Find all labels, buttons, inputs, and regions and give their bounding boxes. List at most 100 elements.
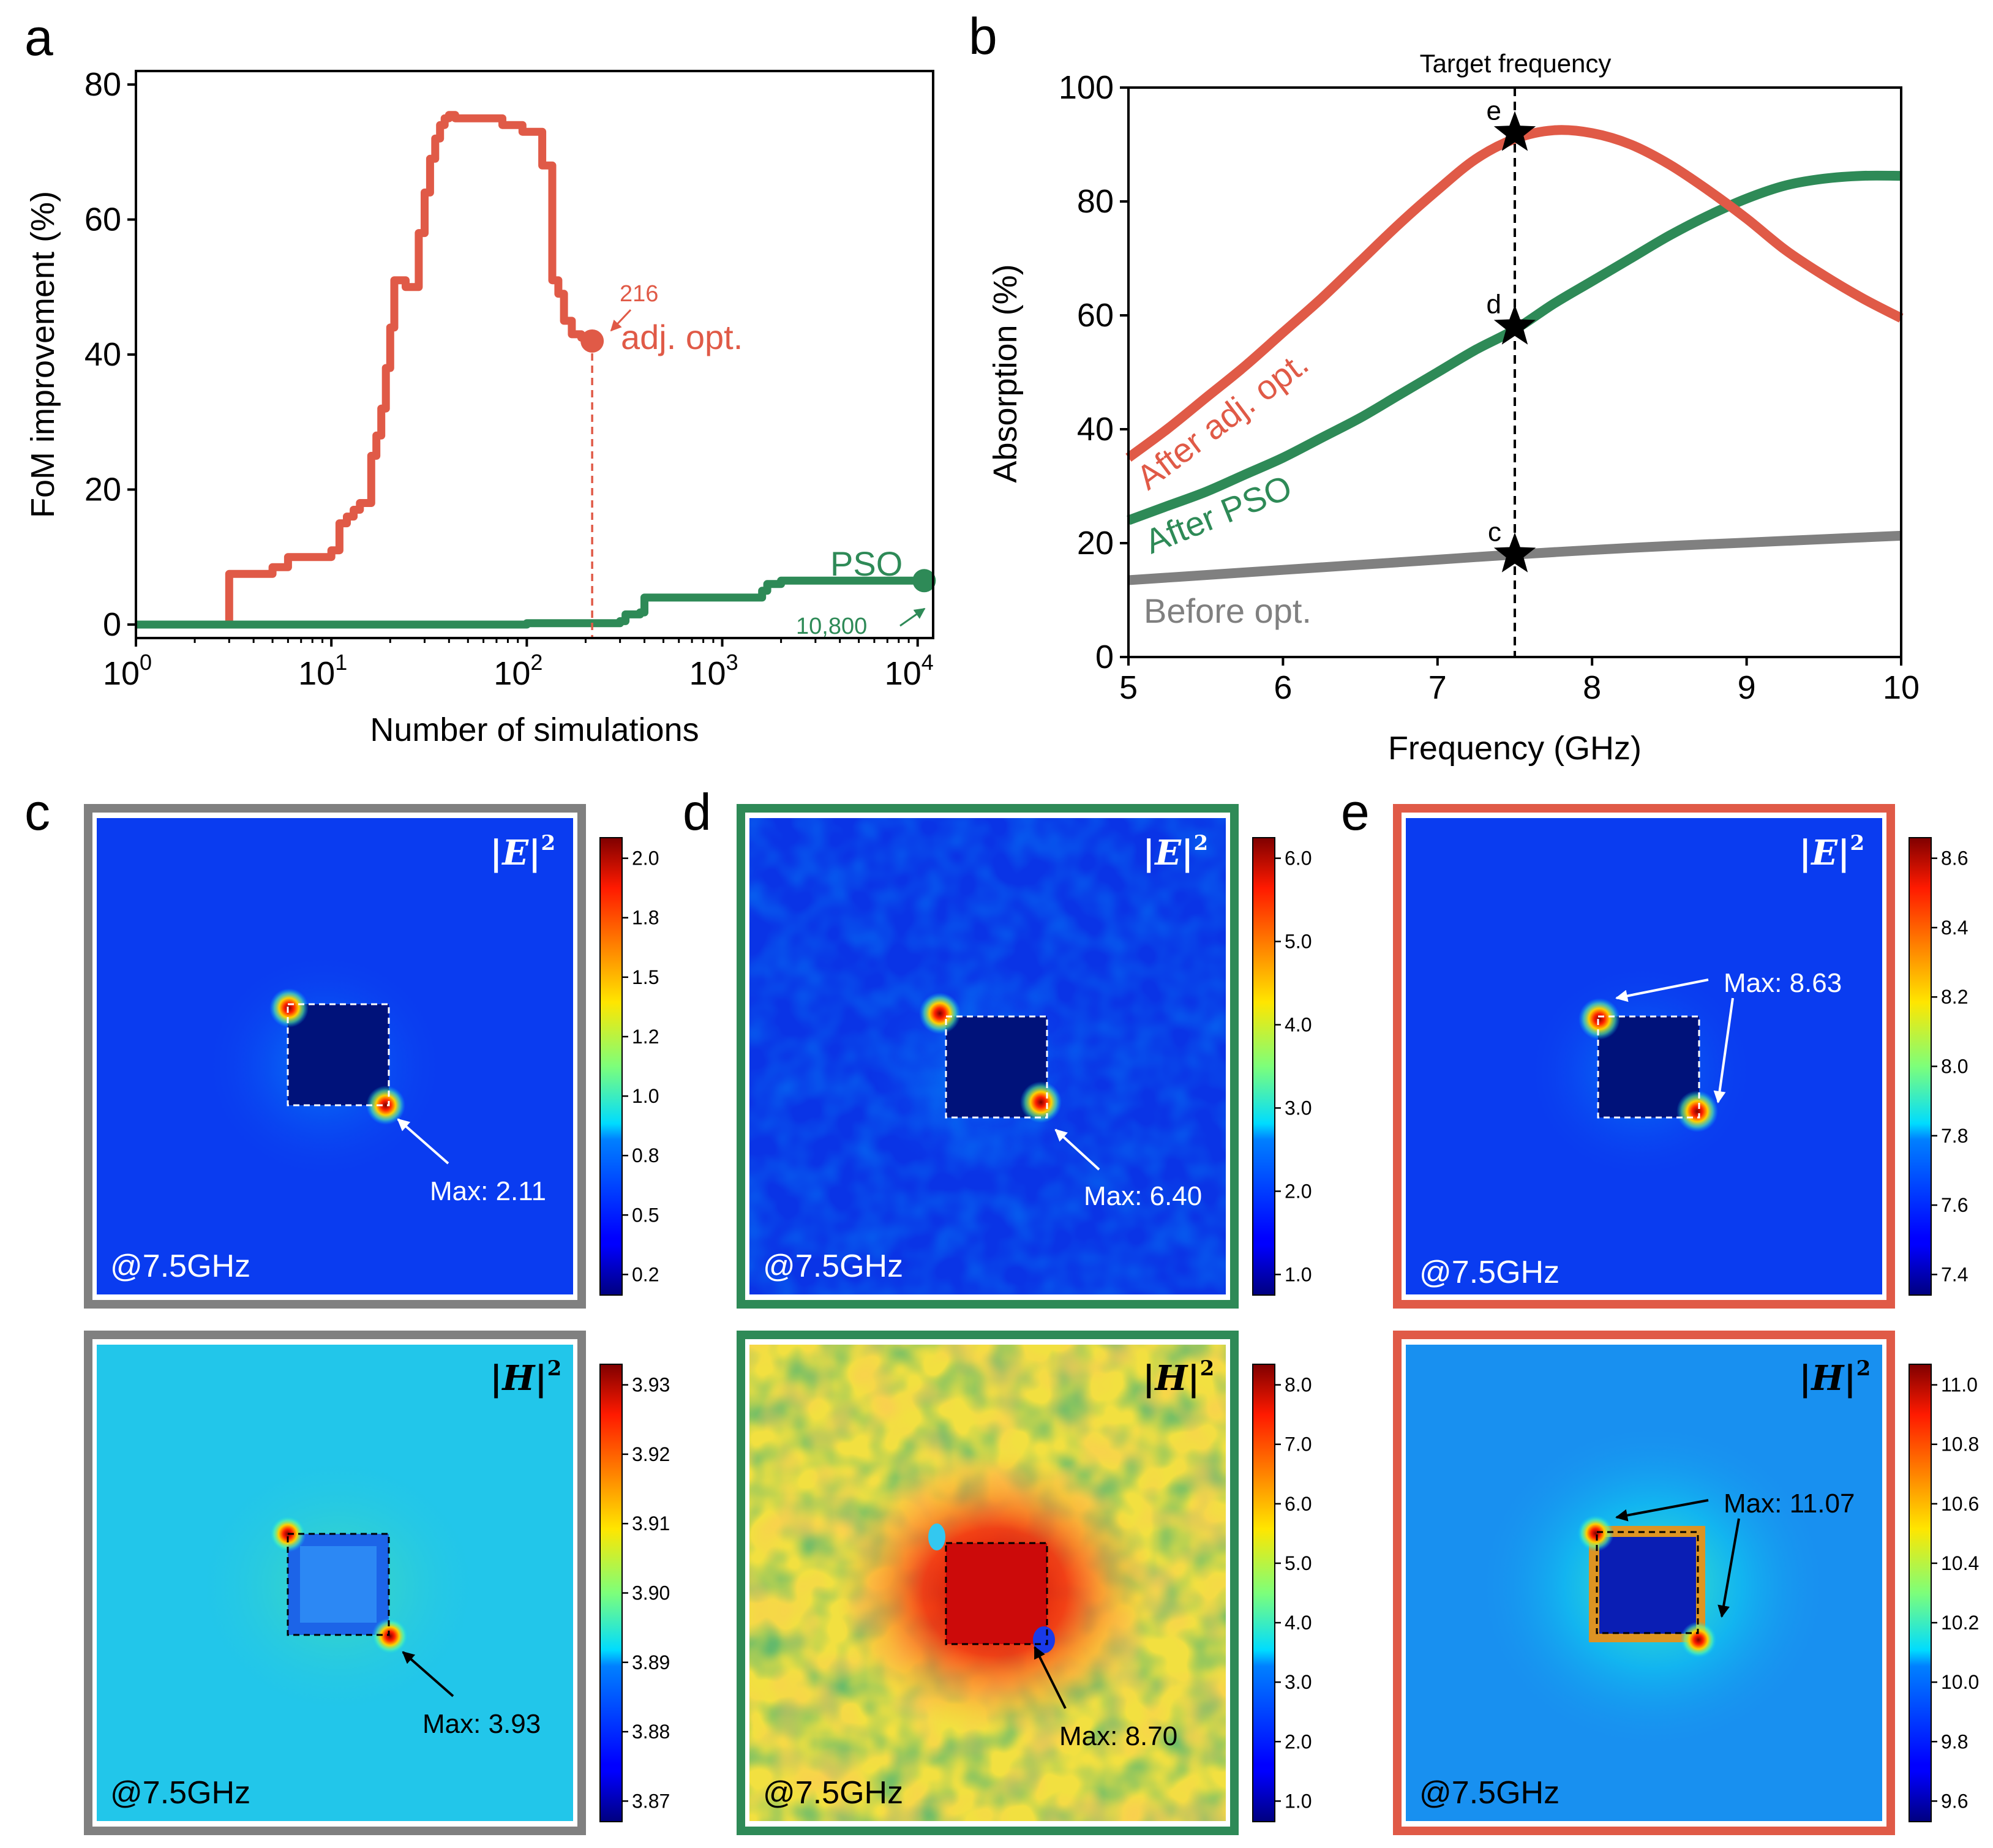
panel-label-b: b [969,7,997,65]
colorbar-d-e-label: 3.0 [1285,1097,1312,1119]
map-c-e-symbol: |E|2 [490,831,555,873]
panel-label-c: c [24,783,50,841]
map-d-e: Max: 6.40 @7.5GHz |E|2 [737,804,1239,1309]
colorbar-d-h-label: 6.0 [1285,1493,1312,1515]
star-label-d: d [1487,290,1501,320]
map-c-e-outline [287,1003,390,1106]
pso-series-label: PSO [830,544,903,583]
colorbar-c-h-label: 3.91 [632,1512,670,1534]
chart-a-plot [136,111,936,638]
map-e-h-resonator [1599,1537,1696,1634]
colorbar-e-e-label: 8.0 [1941,1056,1968,1078]
map-d-e-hotspot [1020,1081,1062,1123]
map-d-e-symbol: |E|2 [1143,831,1208,873]
map-c-h: Max: 3.93 @7.5GHz |H|2 [84,1331,586,1835]
x-tick-label: 6 [1274,669,1292,706]
colorbar-e-h-label: 11.0 [1941,1374,1978,1396]
map-e-h-hotspot [1680,1621,1717,1658]
map-c-e-hotspot [269,988,309,1027]
chart-b-ylabel: Absorption (%) [987,264,1024,483]
map-c-h-arrow [402,1651,454,1697]
colorbar-d-e-label: 4.0 [1285,1014,1312,1036]
x-tick-label: 7 [1428,669,1447,706]
map-d-h-resonator [946,1543,1047,1644]
colorbar-c-e-label: 1.5 [632,966,659,988]
colorbar-c-h [599,1364,623,1822]
colorbar-c-e-label: 2.0 [632,847,659,870]
star-marker-d [1493,304,1536,345]
colorbar-e-e-label: 7.8 [1941,1125,1968,1147]
star-marker-c [1493,532,1536,573]
colorbar-e-e-label: 8.4 [1941,917,1968,939]
x-tick-label: 101 [298,650,347,692]
map-e-h-max: Max: 11.07 [1724,1489,1855,1519]
colorbar-d-h-label: 8.0 [1285,1374,1312,1396]
colorbar-e-e-label: 8.2 [1941,986,1968,1008]
y-tick-label: 80 [84,66,121,103]
map-e-e-frame [1393,804,1895,1309]
colorbar-c-e-label: 1.2 [632,1026,659,1048]
x-tick-label: 8 [1583,669,1601,706]
y-tick-label: 60 [1077,297,1114,334]
y-tick-label: 60 [84,201,121,238]
colorbar-c-h-label: 3.92 [632,1443,670,1465]
colorbar-c-h-label: 3.89 [632,1651,670,1673]
colorbar-d-h-label: 7.0 [1285,1433,1312,1455]
map-e-e-hotspot [1578,998,1620,1040]
chart-b-plot: e d c [1125,88,1904,657]
map-e-e-hotspot [1676,1091,1718,1132]
map-e-h-symbol: |H|2 [1799,1356,1871,1399]
chart-a-frame [135,70,934,639]
colorbar-c-e-label: 0.5 [632,1204,659,1226]
map-d-e-outline [945,1015,1048,1119]
map-e-h-arrow [1615,1499,1709,1522]
x-tick-label: 5 [1119,669,1138,706]
adj-count-arrow [610,309,632,332]
colorbar-d-h-label: 1.0 [1285,1790,1312,1812]
series-endpoint-pso [912,569,936,593]
colorbar-d-h [1252,1364,1275,1822]
map-e-h-outline [1596,1531,1699,1634]
map-e-h-hotspot [1577,1515,1614,1552]
adj-series-label: adj. opt. [621,318,743,356]
colorbar-d-h-label: 5.0 [1285,1552,1312,1574]
chart-b-title: Target frequency [1420,49,1612,78]
colorbar-c-e-label: 0.8 [632,1144,659,1166]
x-tick-exponent: 3 [726,650,738,675]
map-e-h-arrow [1717,1518,1740,1618]
map-c-e-arrow [397,1118,449,1165]
colorbar-e-h-label: 9.6 [1941,1790,1968,1812]
chart-a-xlabel: Number of simulations [370,712,699,748]
map-d-h-coldspot [928,1523,945,1550]
colorbar-e-e-label: 7.4 [1941,1263,1968,1285]
x-tick-exponent: 0 [140,650,152,675]
x-tick-exponent: 4 [921,650,934,675]
map-c-e-hotspot [366,1086,405,1125]
map-c-h-hotspot [372,1618,408,1655]
map-d-h-symbol: |H|2 [1143,1356,1214,1399]
colorbar-d-e [1252,837,1275,1296]
map-e-h: Max: 11.07 @7.5GHz |H|2 [1393,1331,1895,1835]
map-e-e-arrow [1713,997,1734,1103]
map-c-e-resonator [288,1004,389,1105]
map-d-h-outline [945,1542,1048,1645]
map-d-e-frame [737,804,1239,1309]
colorbar-d-e-label: 6.0 [1285,847,1312,870]
map-e-e-symbol: |E|2 [1799,831,1864,873]
series-line-after-adj [1125,125,1904,462]
colorbar-c-e [599,837,623,1296]
chart-b-xlabel: Frequency (GHz) [1388,730,1642,767]
colorbar-d-h-label: 3.0 [1285,1671,1312,1693]
star-marker-e [1493,111,1536,151]
panel-label-e: e [1341,783,1370,841]
colorbar-c-h-label: 3.87 [632,1790,670,1812]
map-e-e-arrow [1615,978,1709,1002]
map-c-e-frame [84,804,586,1309]
colorbar-e-e [1909,837,1932,1296]
map-d-h-arrow [1034,1646,1067,1709]
panel-b: b Target frequency e d c 5 6 7 8 9 10 0 20 40 60 80… [969,7,1920,767]
y-tick-label: 40 [84,336,121,373]
map-c-h-freq: @7.5GHz [110,1775,250,1811]
colorbars: 2.0 1.8 1.5 1.2 1.0 0.8 0.5 0.2 3.93 3.92 3.91 3.90… [599,837,1979,1822]
